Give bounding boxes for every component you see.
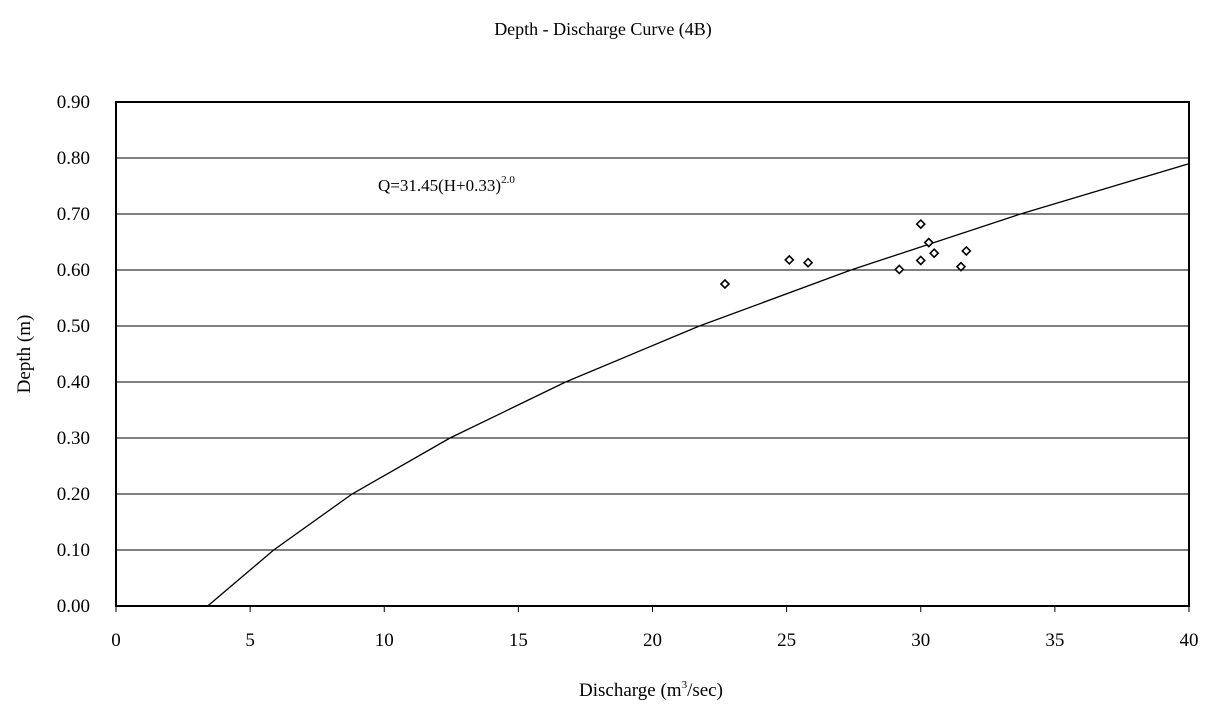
gridlines bbox=[116, 101, 1189, 607]
x-tick-label: 0 bbox=[111, 630, 121, 651]
y-tick-label: 0.20 bbox=[57, 484, 90, 505]
x-tick-label: 30 bbox=[911, 630, 930, 651]
data-point bbox=[802, 257, 814, 268]
y-tick-label: 0.30 bbox=[57, 428, 90, 449]
equation-exponent: 2.0 bbox=[501, 174, 515, 186]
data-point bbox=[955, 261, 967, 272]
x-tick-label: 5 bbox=[245, 630, 255, 651]
y-tick-label: 0.10 bbox=[57, 540, 90, 561]
data-point bbox=[915, 218, 926, 230]
y-tick-label: 0.90 bbox=[57, 92, 90, 113]
data-point bbox=[894, 264, 905, 275]
x-tick-labels: 0 5 10 15 20 25 30 35 40 bbox=[111, 606, 1199, 651]
rating-curve-line bbox=[207, 162, 1189, 606]
x-tick-label: 25 bbox=[777, 630, 796, 651]
x-axis-label-prefix: Discharge (m bbox=[579, 680, 682, 701]
x-tick-label: 10 bbox=[375, 630, 394, 651]
x-axis-label: Discharge (m3/sec) bbox=[579, 679, 723, 701]
data-point bbox=[719, 278, 731, 290]
data-point bbox=[929, 248, 940, 259]
y-tick-label: 0.60 bbox=[57, 260, 90, 281]
plot-area-border bbox=[115, 101, 1190, 607]
chart-title: Depth - Discharge Curve (4B) bbox=[494, 19, 712, 40]
x-tick-label: 35 bbox=[1045, 630, 1064, 651]
y-tick-label: 0.70 bbox=[57, 204, 90, 225]
equation-annotation: Q=31.45(H+0.33)2.0 bbox=[378, 174, 515, 195]
y-tick-label: 0.80 bbox=[57, 148, 90, 169]
y-tick-label: 0.50 bbox=[57, 316, 90, 337]
x-axis-label-suffix: /sec) bbox=[687, 680, 723, 701]
data-point bbox=[784, 254, 795, 266]
y-axis-label: Depth (m) bbox=[14, 315, 35, 394]
x-tick-label: 20 bbox=[643, 630, 662, 651]
y-tick-label: 0.00 bbox=[57, 596, 90, 617]
y-tick-label: 0.40 bbox=[57, 372, 90, 393]
x-tick-label: 15 bbox=[509, 630, 528, 651]
equation-base: Q=31.45(H+0.33) bbox=[378, 176, 501, 195]
observed-points bbox=[719, 218, 972, 290]
y-tick-labels: 0.00 0.10 0.20 0.30 0.40 0.50 0.60 0.70 0.80 0.90 bbox=[57, 92, 90, 617]
x-axis-label-sup: 3 bbox=[682, 679, 688, 691]
rating-curve bbox=[207, 162, 1189, 606]
data-point bbox=[961, 245, 972, 257]
data-point bbox=[915, 255, 926, 266]
x-tick-label: 40 bbox=[1180, 630, 1199, 651]
data-point bbox=[923, 237, 934, 248]
